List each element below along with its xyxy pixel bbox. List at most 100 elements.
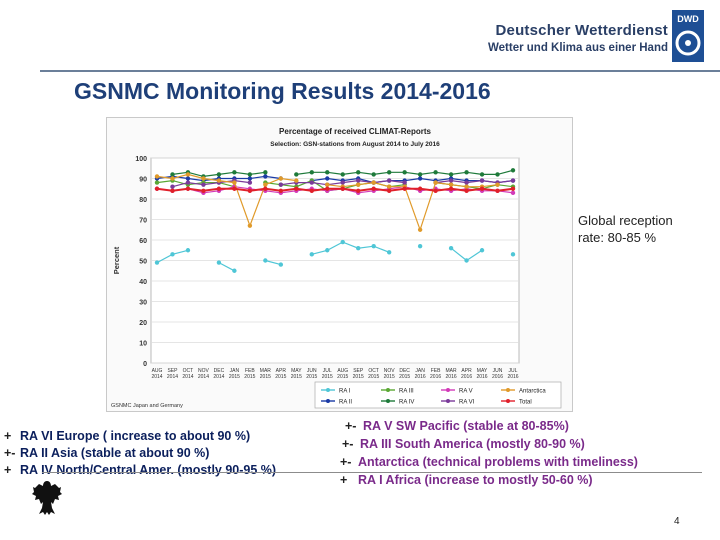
data-point: [510, 190, 516, 196]
x-tick-year: 2016: [461, 374, 472, 380]
x-tick-label: AUG: [152, 368, 163, 374]
x-tick-year: 2014: [182, 374, 193, 380]
data-point: [402, 170, 407, 175]
federal-eagle-icon: [32, 481, 62, 515]
x-tick-year: 2015: [229, 374, 240, 380]
bullet-text: RA III South America (mostly 80-90 %): [360, 437, 585, 451]
data-point: [464, 170, 469, 175]
data-point: [325, 176, 330, 181]
reception-note: Global reception rate: 80-85 %: [578, 212, 673, 246]
x-tick-label: MAR: [260, 368, 272, 374]
data-point: [386, 170, 392, 175]
x-tick-label: FEB: [431, 368, 441, 374]
x-tick-label: SEP: [167, 368, 178, 374]
data-point: [479, 178, 485, 183]
legend-swatch-marker: [506, 388, 510, 392]
bullet-text: Antarctica (technical problems with time…: [358, 455, 638, 469]
legend-swatch-marker: [386, 388, 390, 392]
series-line: [156, 187, 514, 192]
legend-label: Antarctica: [519, 389, 546, 395]
data-point: [185, 172, 191, 177]
reception-note-line1: Global reception: [578, 213, 673, 228]
data-point: [247, 188, 253, 193]
bullet-marker: +-: [345, 419, 357, 433]
data-point: [479, 172, 485, 177]
data-point: [185, 186, 191, 191]
data-point: [340, 172, 345, 177]
data-point: [510, 252, 516, 257]
data-point: [278, 262, 284, 267]
y-tick-label: 20: [139, 320, 147, 327]
legend-label: RA I: [339, 389, 351, 395]
legend-swatch-marker: [326, 388, 330, 392]
data-point: [417, 227, 423, 232]
x-tick-year: 2014: [151, 374, 162, 380]
bullet-list-left: + RA VI Europe ( increase to about 90 %) …: [4, 429, 276, 480]
bullet-text: RA VI Europe ( increase to about 90 %): [20, 429, 251, 443]
y-tick-label: 30: [139, 300, 147, 307]
y-tick-label: 80: [139, 197, 147, 204]
data-point: [247, 223, 253, 228]
data-point: [340, 180, 345, 185]
x-tick-year: 2015: [368, 374, 379, 380]
x-tick-label: JUL: [323, 368, 332, 374]
data-point: [263, 182, 268, 187]
chart-footer-note: GSNMC Japan and Germany: [111, 403, 183, 409]
data-point: [278, 182, 284, 187]
data-point: [448, 182, 454, 187]
legend-swatch-marker: [446, 388, 450, 392]
x-tick-label: NOV: [198, 368, 210, 374]
data-point: [170, 184, 175, 189]
series-ra-i: [155, 240, 515, 273]
x-tick-year: 2016: [415, 374, 426, 380]
y-tick-label: 100: [135, 156, 147, 163]
data-point: [247, 180, 253, 185]
x-tick-year: 2016: [430, 374, 441, 380]
data-point: [170, 176, 175, 181]
org-logo-text: Deutscher Wetterdienst Wetter und Klima …: [488, 22, 668, 54]
x-tick-year: 2015: [399, 374, 410, 380]
x-tick-label: MAY: [291, 368, 302, 374]
data-point: [325, 248, 330, 253]
data-point: [232, 180, 237, 185]
data-point: [340, 186, 345, 191]
data-point: [232, 268, 237, 273]
data-point: [185, 180, 191, 185]
data-point: [386, 250, 392, 255]
data-point: [309, 188, 314, 193]
header-divider: [40, 70, 720, 72]
data-point: [216, 260, 222, 265]
x-tick-label: AUG: [337, 368, 348, 374]
bullet-text: RA IV North/Central Amer. (mostly 90-95 …: [20, 463, 277, 477]
x-tick-year: 2015: [275, 374, 286, 380]
swirl-icon: [675, 30, 701, 56]
data-point: [263, 186, 268, 191]
x-tick-year: 2016: [476, 374, 487, 380]
x-tick-label: APR: [276, 368, 287, 374]
data-point: [294, 186, 299, 191]
slide-title: GSNMC Monitoring Results 2014-2016: [74, 78, 491, 104]
data-point: [340, 239, 345, 245]
data-point: [356, 246, 361, 251]
data-point: [433, 180, 438, 185]
y-tick-label: 90: [139, 177, 147, 184]
x-tick-label: JAN: [415, 368, 425, 374]
data-point: [417, 176, 423, 181]
data-point: [510, 168, 516, 173]
bullet-marker: +: [4, 429, 12, 443]
bullet-text: RA II Asia (stable at about 90 %): [20, 446, 210, 460]
data-point: [154, 174, 160, 179]
data-point: [448, 178, 454, 183]
data-point: [479, 186, 485, 191]
dwd-logo-badge: DWD: [672, 10, 704, 62]
data-point: [356, 178, 361, 183]
x-tick-year: 2015: [384, 374, 395, 380]
x-tick-label: APR: [461, 368, 472, 374]
legend-label: RA VI: [459, 400, 475, 406]
data-point: [464, 258, 469, 263]
y-axis-label: Percent: [112, 246, 121, 274]
bullet-text: RA V SW Pacific (stable at 80-85%): [363, 419, 569, 433]
legend-label: RA V: [459, 389, 473, 395]
x-tick-label: JUL: [509, 368, 518, 374]
data-point: [510, 186, 516, 191]
